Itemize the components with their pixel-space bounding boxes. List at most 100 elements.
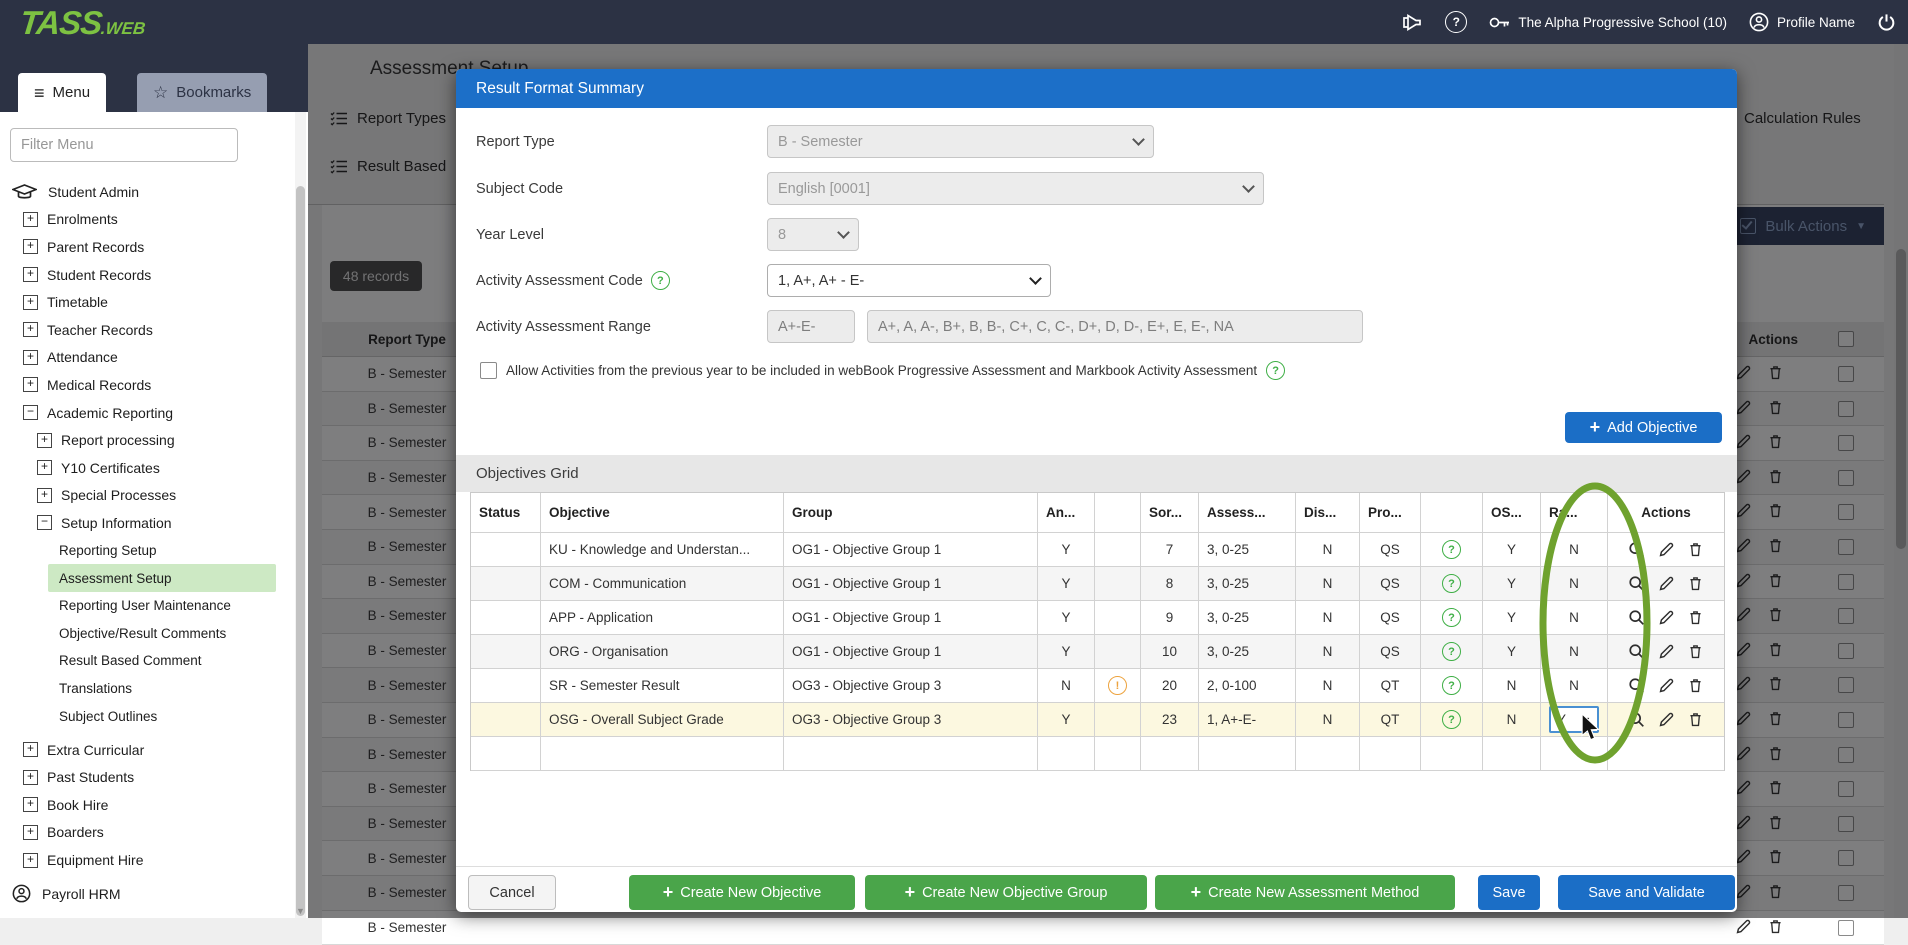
activity-assessment-code-select[interactable]: 1, A+, A+ - E- bbox=[767, 264, 1051, 297]
filter-menu-input[interactable] bbox=[10, 128, 238, 162]
row-checkbox[interactable] bbox=[1838, 920, 1854, 936]
help-icon[interactable]: ? bbox=[1442, 676, 1461, 695]
tab-menu[interactable]: ≡ Menu bbox=[18, 73, 106, 112]
delete-trash-icon[interactable] bbox=[1687, 575, 1704, 592]
expand-plus-icon[interactable]: + bbox=[23, 742, 38, 757]
sidebar-scrollbar-thumb[interactable] bbox=[296, 186, 305, 916]
ra-dropdown[interactable]: Y ▼ bbox=[1549, 706, 1599, 733]
expand-plus-icon[interactable]: + bbox=[23, 770, 38, 785]
sidebar-item[interactable]: + Book Hire bbox=[0, 791, 292, 819]
sidebar-scrollbar[interactable]: ▼ bbox=[295, 112, 306, 918]
warning-icon[interactable]: ! bbox=[1108, 676, 1127, 695]
view-magnifier-icon[interactable] bbox=[1628, 541, 1646, 559]
sidebar-item[interactable]: + Attendance bbox=[0, 344, 292, 372]
sidebar-item[interactable]: + Y10 Certificates bbox=[0, 454, 292, 482]
sidebar-item[interactable]: Subject Outlines bbox=[0, 702, 292, 730]
bookmarks-tab-label: Bookmarks bbox=[176, 84, 251, 101]
expand-plus-icon[interactable]: + bbox=[23, 239, 38, 254]
expand-plus-icon[interactable]: + bbox=[23, 295, 38, 310]
sidebar-item[interactable]: + Medical Records bbox=[0, 371, 292, 399]
report-type-select[interactable]: B - Semester bbox=[767, 125, 1154, 158]
edit-pencil-icon[interactable] bbox=[1735, 918, 1752, 935]
view-magnifier-icon[interactable] bbox=[1628, 609, 1646, 627]
create-new-objective-group-button[interactable]: +Create New Objective Group bbox=[865, 875, 1147, 910]
sidebar-item[interactable]: + Parent Records bbox=[0, 233, 292, 261]
sidebar-item[interactable]: − Setup Information bbox=[0, 509, 292, 537]
sidebar-item[interactable]: − Academic Reporting bbox=[0, 399, 292, 427]
tass-web-logo[interactable]: TASS.WEB bbox=[18, 4, 148, 42]
sidebar-item[interactable]: Assessment Setup bbox=[48, 564, 276, 592]
edit-pencil-icon[interactable] bbox=[1658, 575, 1675, 592]
allow-previous-year-checkbox[interactable] bbox=[480, 362, 497, 379]
scrollbar-down-arrow[interactable]: ▼ bbox=[295, 906, 306, 916]
sidebar-item[interactable]: Result Based Comment bbox=[0, 647, 292, 675]
delete-trash-icon[interactable] bbox=[1687, 609, 1704, 626]
profile-menu[interactable]: Profile Name bbox=[1749, 12, 1855, 32]
save-and-validate-button[interactable]: Save and Validate bbox=[1558, 875, 1735, 910]
delete-trash-icon[interactable] bbox=[1767, 918, 1784, 935]
sidebar-item[interactable]: + Timetable bbox=[0, 288, 292, 316]
expand-plus-icon[interactable]: + bbox=[23, 267, 38, 282]
help-icon[interactable]: ? bbox=[1266, 361, 1285, 380]
sidebar-item[interactable]: Reporting Setup bbox=[0, 537, 292, 565]
help-icon[interactable]: ? bbox=[1442, 642, 1461, 661]
delete-trash-icon[interactable] bbox=[1687, 711, 1704, 728]
expand-plus-icon[interactable]: + bbox=[37, 460, 52, 475]
expand-plus-icon[interactable]: + bbox=[23, 853, 38, 868]
sidebar-item[interactable]: Student Admin bbox=[0, 178, 292, 206]
sidebar-item[interactable]: Objective/Result Comments bbox=[0, 620, 292, 648]
delete-trash-icon[interactable] bbox=[1687, 677, 1704, 694]
create-new-objective-button[interactable]: +Create New Objective bbox=[629, 875, 855, 910]
help-icon[interactable]: ? bbox=[1442, 540, 1461, 559]
tab-bookmarks[interactable]: ☆ Bookmarks bbox=[137, 73, 267, 112]
year-level-select[interactable]: 8 bbox=[767, 218, 859, 251]
help-icon[interactable]: ? bbox=[1442, 574, 1461, 593]
add-objective-button[interactable]: + Add Objective bbox=[1565, 412, 1722, 443]
help-icon[interactable]: ? bbox=[651, 271, 670, 290]
edit-pencil-icon[interactable] bbox=[1658, 677, 1675, 694]
delete-trash-icon[interactable] bbox=[1687, 541, 1704, 558]
sidebar-item[interactable]: + Boarders bbox=[0, 819, 292, 847]
sidebar-item[interactable]: + Special Processes bbox=[0, 482, 292, 510]
sidebar-item[interactable]: + Teacher Records bbox=[0, 316, 292, 344]
help-icon[interactable]: ? bbox=[1442, 710, 1461, 729]
save-button[interactable]: Save bbox=[1478, 875, 1540, 910]
sidebar-item[interactable]: Payroll HRM bbox=[0, 880, 292, 908]
sidebar-item[interactable]: Translations bbox=[0, 675, 292, 703]
view-magnifier-icon[interactable] bbox=[1628, 575, 1646, 593]
cancel-button[interactable]: Cancel bbox=[468, 875, 556, 910]
view-magnifier-icon[interactable] bbox=[1628, 677, 1646, 695]
sidebar-item[interactable]: + Student Records bbox=[0, 261, 292, 289]
expand-plus-icon[interactable]: + bbox=[23, 825, 38, 840]
sidebar-item[interactable]: + Report processing bbox=[0, 426, 292, 454]
sidebar-item[interactable]: + Enrolments bbox=[0, 206, 292, 234]
view-magnifier-icon[interactable] bbox=[1628, 711, 1646, 729]
logout-power-icon[interactable] bbox=[1877, 13, 1896, 32]
create-new-assessment-method-button[interactable]: +Create New Assessment Method bbox=[1155, 875, 1455, 910]
edit-pencil-icon[interactable] bbox=[1658, 711, 1675, 728]
expand-plus-icon[interactable]: + bbox=[23, 322, 38, 337]
delete-trash-icon[interactable] bbox=[1687, 643, 1704, 660]
sidebar-item-label: Report processing bbox=[61, 432, 175, 448]
expand-plus-icon[interactable]: + bbox=[37, 488, 52, 503]
collapse-minus-icon[interactable]: − bbox=[23, 405, 38, 420]
subject-code-select[interactable]: English [0001] bbox=[767, 172, 1264, 205]
expand-plus-icon[interactable]: + bbox=[37, 433, 52, 448]
edit-pencil-icon[interactable] bbox=[1658, 541, 1675, 558]
sidebar-item[interactable]: Reporting User Maintenance bbox=[0, 592, 292, 620]
help-icon[interactable]: ? bbox=[1442, 608, 1461, 627]
school-switcher[interactable]: The Alpha Progressive School (10) bbox=[1489, 15, 1727, 30]
expand-plus-icon[interactable]: + bbox=[23, 350, 38, 365]
view-magnifier-icon[interactable] bbox=[1628, 643, 1646, 661]
announcements-icon[interactable] bbox=[1400, 13, 1423, 32]
expand-plus-icon[interactable]: + bbox=[23, 797, 38, 812]
sidebar-item[interactable]: + Extra Curricular bbox=[0, 736, 292, 764]
collapse-minus-icon[interactable]: − bbox=[37, 515, 52, 530]
help-icon[interactable]: ? bbox=[1445, 11, 1467, 33]
expand-plus-icon[interactable]: + bbox=[23, 212, 38, 227]
sidebar-item[interactable]: + Past Students bbox=[0, 763, 292, 791]
edit-pencil-icon[interactable] bbox=[1658, 643, 1675, 660]
edit-pencil-icon[interactable] bbox=[1658, 609, 1675, 626]
expand-plus-icon[interactable]: + bbox=[23, 377, 38, 392]
sidebar-item[interactable]: + Equipment Hire bbox=[0, 846, 292, 874]
